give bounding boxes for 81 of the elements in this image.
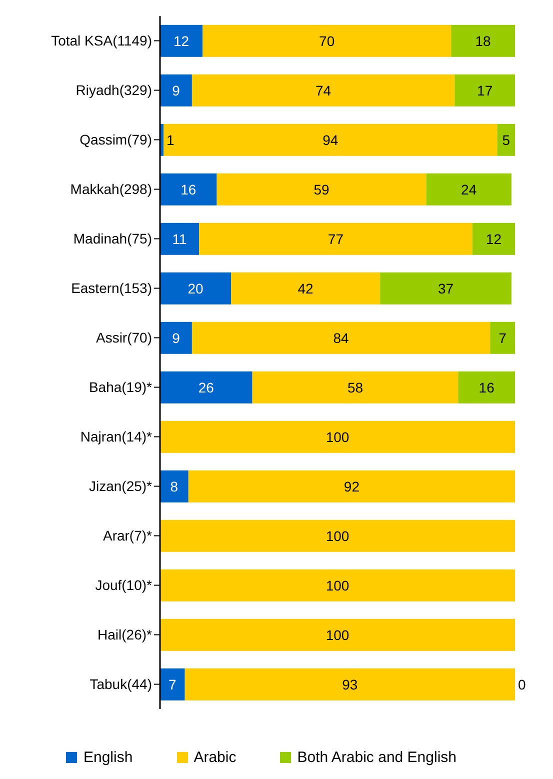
bar (216, 173, 426, 206)
legend-label: Arabic (192, 749, 236, 766)
data-label: 59 (314, 181, 330, 198)
bar (160, 569, 515, 602)
data-label: 93 (342, 676, 358, 692)
bar (451, 24, 515, 57)
data-label: 70 (319, 32, 335, 49)
bar (160, 24, 203, 57)
data-label: 77 (328, 230, 344, 247)
data-label: 8 (170, 478, 178, 494)
bar (192, 322, 490, 354)
bar (160, 520, 515, 552)
bar (164, 124, 498, 156)
y-tick-label: Jouf(10)* (95, 577, 153, 594)
y-tick-label: Eastern(153) (71, 280, 152, 296)
data-label: 37 (438, 280, 454, 296)
bar (160, 322, 192, 354)
data-label: 7 (168, 676, 177, 692)
data-label: 26 (198, 379, 214, 396)
bar (160, 420, 515, 453)
y-tick-label: Tabuk(44) (90, 676, 152, 692)
data-label: 100 (326, 626, 350, 643)
data-label: 12 (486, 230, 502, 247)
data-label: 100 (326, 428, 350, 445)
y-tick-label: Riyadh(329) (76, 82, 152, 98)
bar (426, 173, 512, 206)
data-label: 24 (461, 181, 477, 198)
y-tick-label: Jizan(25)* (88, 478, 153, 494)
y-tick-label: Makkah(298) (70, 181, 152, 198)
y-tick-label: Assir(70) (96, 330, 152, 346)
data-label: 7 (498, 330, 507, 346)
bar (192, 74, 455, 106)
data-label: 12 (174, 32, 190, 49)
bar (160, 222, 200, 255)
data-label: 74 (316, 82, 332, 98)
bar (160, 173, 217, 206)
bar (202, 24, 452, 57)
data-label: 9 (172, 330, 180, 346)
data-label: 20 (188, 280, 204, 296)
bar (160, 668, 185, 700)
data-label: 58 (347, 379, 364, 396)
bar (380, 272, 512, 304)
bar (490, 322, 515, 354)
legend-label: Both Arabic and English (296, 749, 456, 766)
bar (454, 74, 515, 106)
bar (160, 74, 192, 106)
bar (252, 371, 458, 404)
y-tick-label: Madinah(75) (73, 230, 152, 247)
y-tick-label: Qassim(79) (80, 132, 152, 148)
data-label: 100 (326, 577, 350, 594)
data-label: 18 (475, 32, 492, 49)
data-label: 0 (518, 676, 526, 692)
bar (160, 618, 515, 651)
bar (458, 371, 515, 404)
legend-label: English (82, 749, 133, 766)
data-label: 17 (477, 82, 493, 98)
data-label: 100 (326, 528, 350, 544)
data-label: 84 (333, 330, 350, 346)
bar (497, 124, 515, 156)
data-label: 16 (478, 379, 495, 396)
y-tick-label: Najran(14)* (80, 428, 153, 445)
bar (160, 272, 231, 304)
y-tick-label: Baha(19)* (88, 379, 153, 396)
data-label: 9 (172, 82, 180, 98)
bar (184, 668, 515, 700)
y-tick-label: Arar(7)* (102, 528, 153, 544)
bar (472, 222, 515, 255)
y-tick-label: Hail(26)* (98, 626, 153, 643)
bar (160, 470, 188, 502)
data-label: 42 (298, 280, 314, 296)
data-label: 94 (322, 132, 338, 148)
data-label: 11 (172, 230, 187, 247)
bar (160, 371, 252, 404)
bar (231, 272, 380, 304)
bar (199, 222, 472, 255)
data-label: 5 (502, 132, 510, 148)
data-label: 92 (344, 478, 360, 494)
bar (188, 470, 515, 502)
data-label: 1 (166, 132, 175, 148)
y-tick-label: Total KSA(1149) (51, 32, 152, 49)
data-label: 16 (180, 181, 196, 198)
